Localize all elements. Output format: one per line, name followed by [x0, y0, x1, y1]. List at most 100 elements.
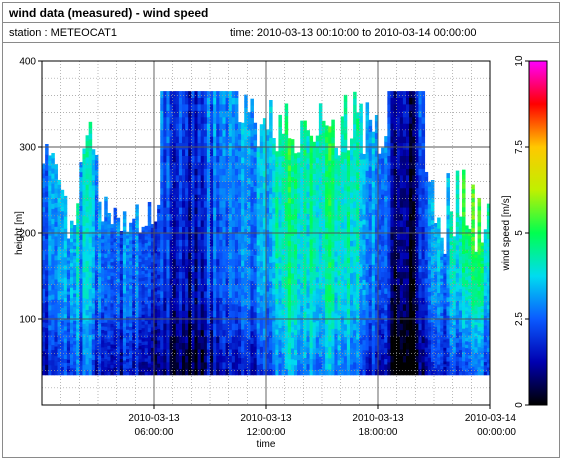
heatmap-cell	[191, 123, 195, 131]
heatmap-cell	[362, 304, 366, 311]
heatmap-cell	[200, 355, 205, 363]
heatmap-cell	[126, 358, 130, 363]
heatmap-cell	[262, 363, 267, 370]
heatmap-cell	[259, 300, 264, 307]
heatmap-cell	[362, 289, 366, 295]
heatmap-cell	[222, 220, 226, 227]
heatmap-cell	[197, 329, 202, 337]
heatmap-cell	[48, 330, 52, 336]
heatmap-cell	[48, 364, 52, 371]
heatmap-cell	[107, 260, 111, 265]
heatmap-cell	[259, 221, 264, 228]
heatmap-cell	[362, 158, 366, 165]
heatmap-cell	[309, 206, 314, 213]
heatmap-cell	[300, 253, 304, 260]
heatmap-cell	[337, 369, 342, 376]
heatmap-cell	[45, 233, 49, 239]
heatmap-cell	[228, 129, 233, 137]
heatmap-cell	[281, 243, 286, 250]
heatmap-cell	[290, 310, 295, 317]
heatmap-cell	[294, 228, 298, 235]
heatmap-cell	[107, 323, 111, 328]
heatmap-cell	[387, 349, 391, 356]
heatmap-cell	[144, 330, 149, 335]
heatmap-cell	[312, 306, 317, 312]
heatmap-cell	[197, 316, 202, 324]
heatmap-cell	[284, 276, 289, 283]
heatmap-cell	[73, 286, 77, 291]
heatmap-cell	[269, 293, 273, 301]
heatmap-cell	[154, 259, 158, 264]
heatmap-cell	[241, 134, 245, 141]
heatmap-cell	[203, 284, 208, 292]
heatmap-cell	[182, 349, 186, 356]
heatmap-cell	[116, 221, 121, 226]
heatmap-cell	[76, 343, 80, 348]
heatmap-cell	[371, 308, 376, 315]
heatmap-cell	[182, 297, 186, 305]
heatmap-cell	[309, 287, 314, 294]
heatmap-cell	[73, 293, 77, 297]
heatmap-cell	[247, 321, 251, 328]
heatmap-cell	[234, 233, 239, 240]
heatmap-cell	[54, 331, 58, 337]
heatmap-cell	[63, 248, 68, 254]
heatmap-cell	[94, 194, 99, 201]
heatmap-cell	[51, 304, 55, 310]
heatmap-cell	[312, 295, 317, 302]
heatmap-cell	[219, 104, 223, 111]
heatmap-cell	[244, 120, 248, 127]
heatmap-cell	[216, 104, 220, 111]
heatmap-cell	[381, 194, 385, 200]
heatmap-cell	[210, 239, 214, 247]
heatmap-cell	[85, 216, 90, 223]
heatmap-cell	[306, 291, 310, 298]
heatmap-cell	[135, 243, 139, 248]
heatmap-cell	[356, 368, 360, 376]
heatmap-cell	[337, 275, 342, 281]
heatmap-cell	[138, 271, 142, 275]
heatmap-cell	[362, 219, 366, 225]
heatmap-cell	[104, 269, 108, 275]
heatmap-cell	[73, 282, 77, 287]
heatmap-cell	[70, 325, 74, 330]
heatmap-cell	[259, 255, 264, 262]
heatmap-cell	[76, 222, 80, 228]
heatmap-cell	[178, 194, 183, 202]
heatmap-cell	[107, 213, 111, 218]
heatmap-cell	[66, 288, 71, 292]
heatmap-cell	[70, 273, 74, 278]
heatmap-cell	[113, 367, 118, 372]
heatmap-cell	[378, 244, 382, 250]
heatmap-cell	[169, 245, 174, 253]
heatmap-cell	[63, 236, 68, 242]
heatmap-cell	[315, 162, 320, 169]
heatmap-cell	[244, 292, 248, 299]
heatmap-cell	[107, 293, 111, 299]
heatmap-cell	[340, 233, 345, 241]
heatmap-cell	[129, 329, 133, 334]
heatmap-cell	[294, 269, 298, 275]
heatmap-cell	[272, 342, 276, 349]
heatmap-cell	[228, 323, 233, 331]
heatmap-cell	[172, 116, 177, 124]
heatmap-cell	[126, 309, 130, 314]
heatmap-cell	[309, 353, 314, 359]
heatmap-cell	[219, 200, 223, 208]
heatmap-cell	[350, 240, 354, 247]
heatmap-cell	[85, 287, 90, 294]
heatmap-cell	[57, 326, 62, 331]
heatmap-cell	[290, 326, 295, 333]
heatmap-cell	[315, 369, 320, 376]
heatmap-cell	[116, 260, 121, 265]
heatmap-cell	[48, 235, 52, 241]
heatmap-cell	[356, 249, 360, 256]
heatmap-cell	[359, 128, 363, 135]
heatmap-cell	[66, 328, 71, 332]
heatmap-cell	[359, 214, 363, 222]
heatmap-cell	[300, 334, 304, 341]
heatmap-cell	[116, 321, 121, 326]
heatmap-cell	[275, 237, 279, 244]
heatmap-cell	[343, 355, 348, 363]
heatmap-cell	[157, 235, 161, 241]
